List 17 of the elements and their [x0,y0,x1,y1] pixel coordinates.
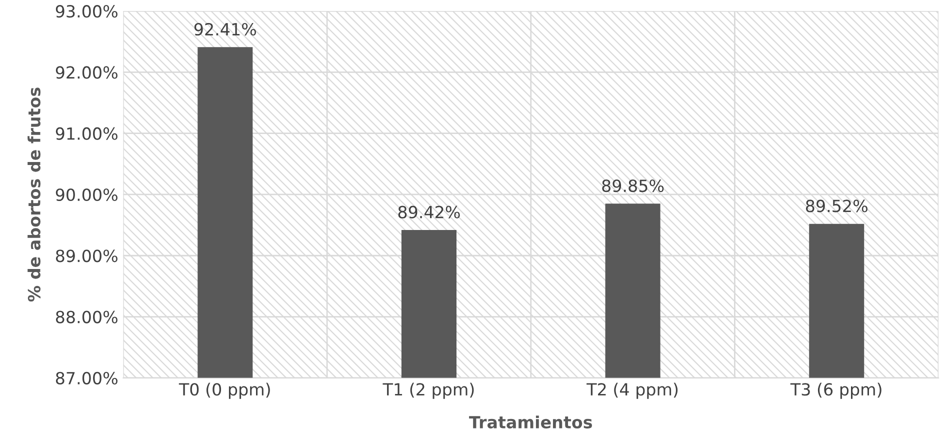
y-tick-label: 92.00% [56,66,118,79]
data-label: 89.85% [602,179,664,192]
x-tick-label: T3 (6 ppm) [790,382,882,399]
x-tick-label: T2 (4 ppm) [586,382,678,399]
x-tick-label: T1 (2 ppm) [382,382,474,399]
y-tick-label: 87.00% [56,372,118,384]
data-label: 89.52% [806,200,868,212]
y-tick-label: 93.00% [56,5,118,18]
y-tick-label: 91.00% [56,127,118,140]
data-label: 89.42% [398,206,460,218]
data-label: 92.41% [194,22,256,36]
y-axis-title: % de abortos de frutos [28,88,40,302]
x-tick-label: T0 (0 ppm) [178,382,270,399]
y-tick-label: 90.00% [56,188,118,202]
x-axis-title: Tratamientos [469,416,592,428]
y-tick-label: 89.00% [56,250,118,262]
y-tick-label: 88.00% [56,310,118,324]
